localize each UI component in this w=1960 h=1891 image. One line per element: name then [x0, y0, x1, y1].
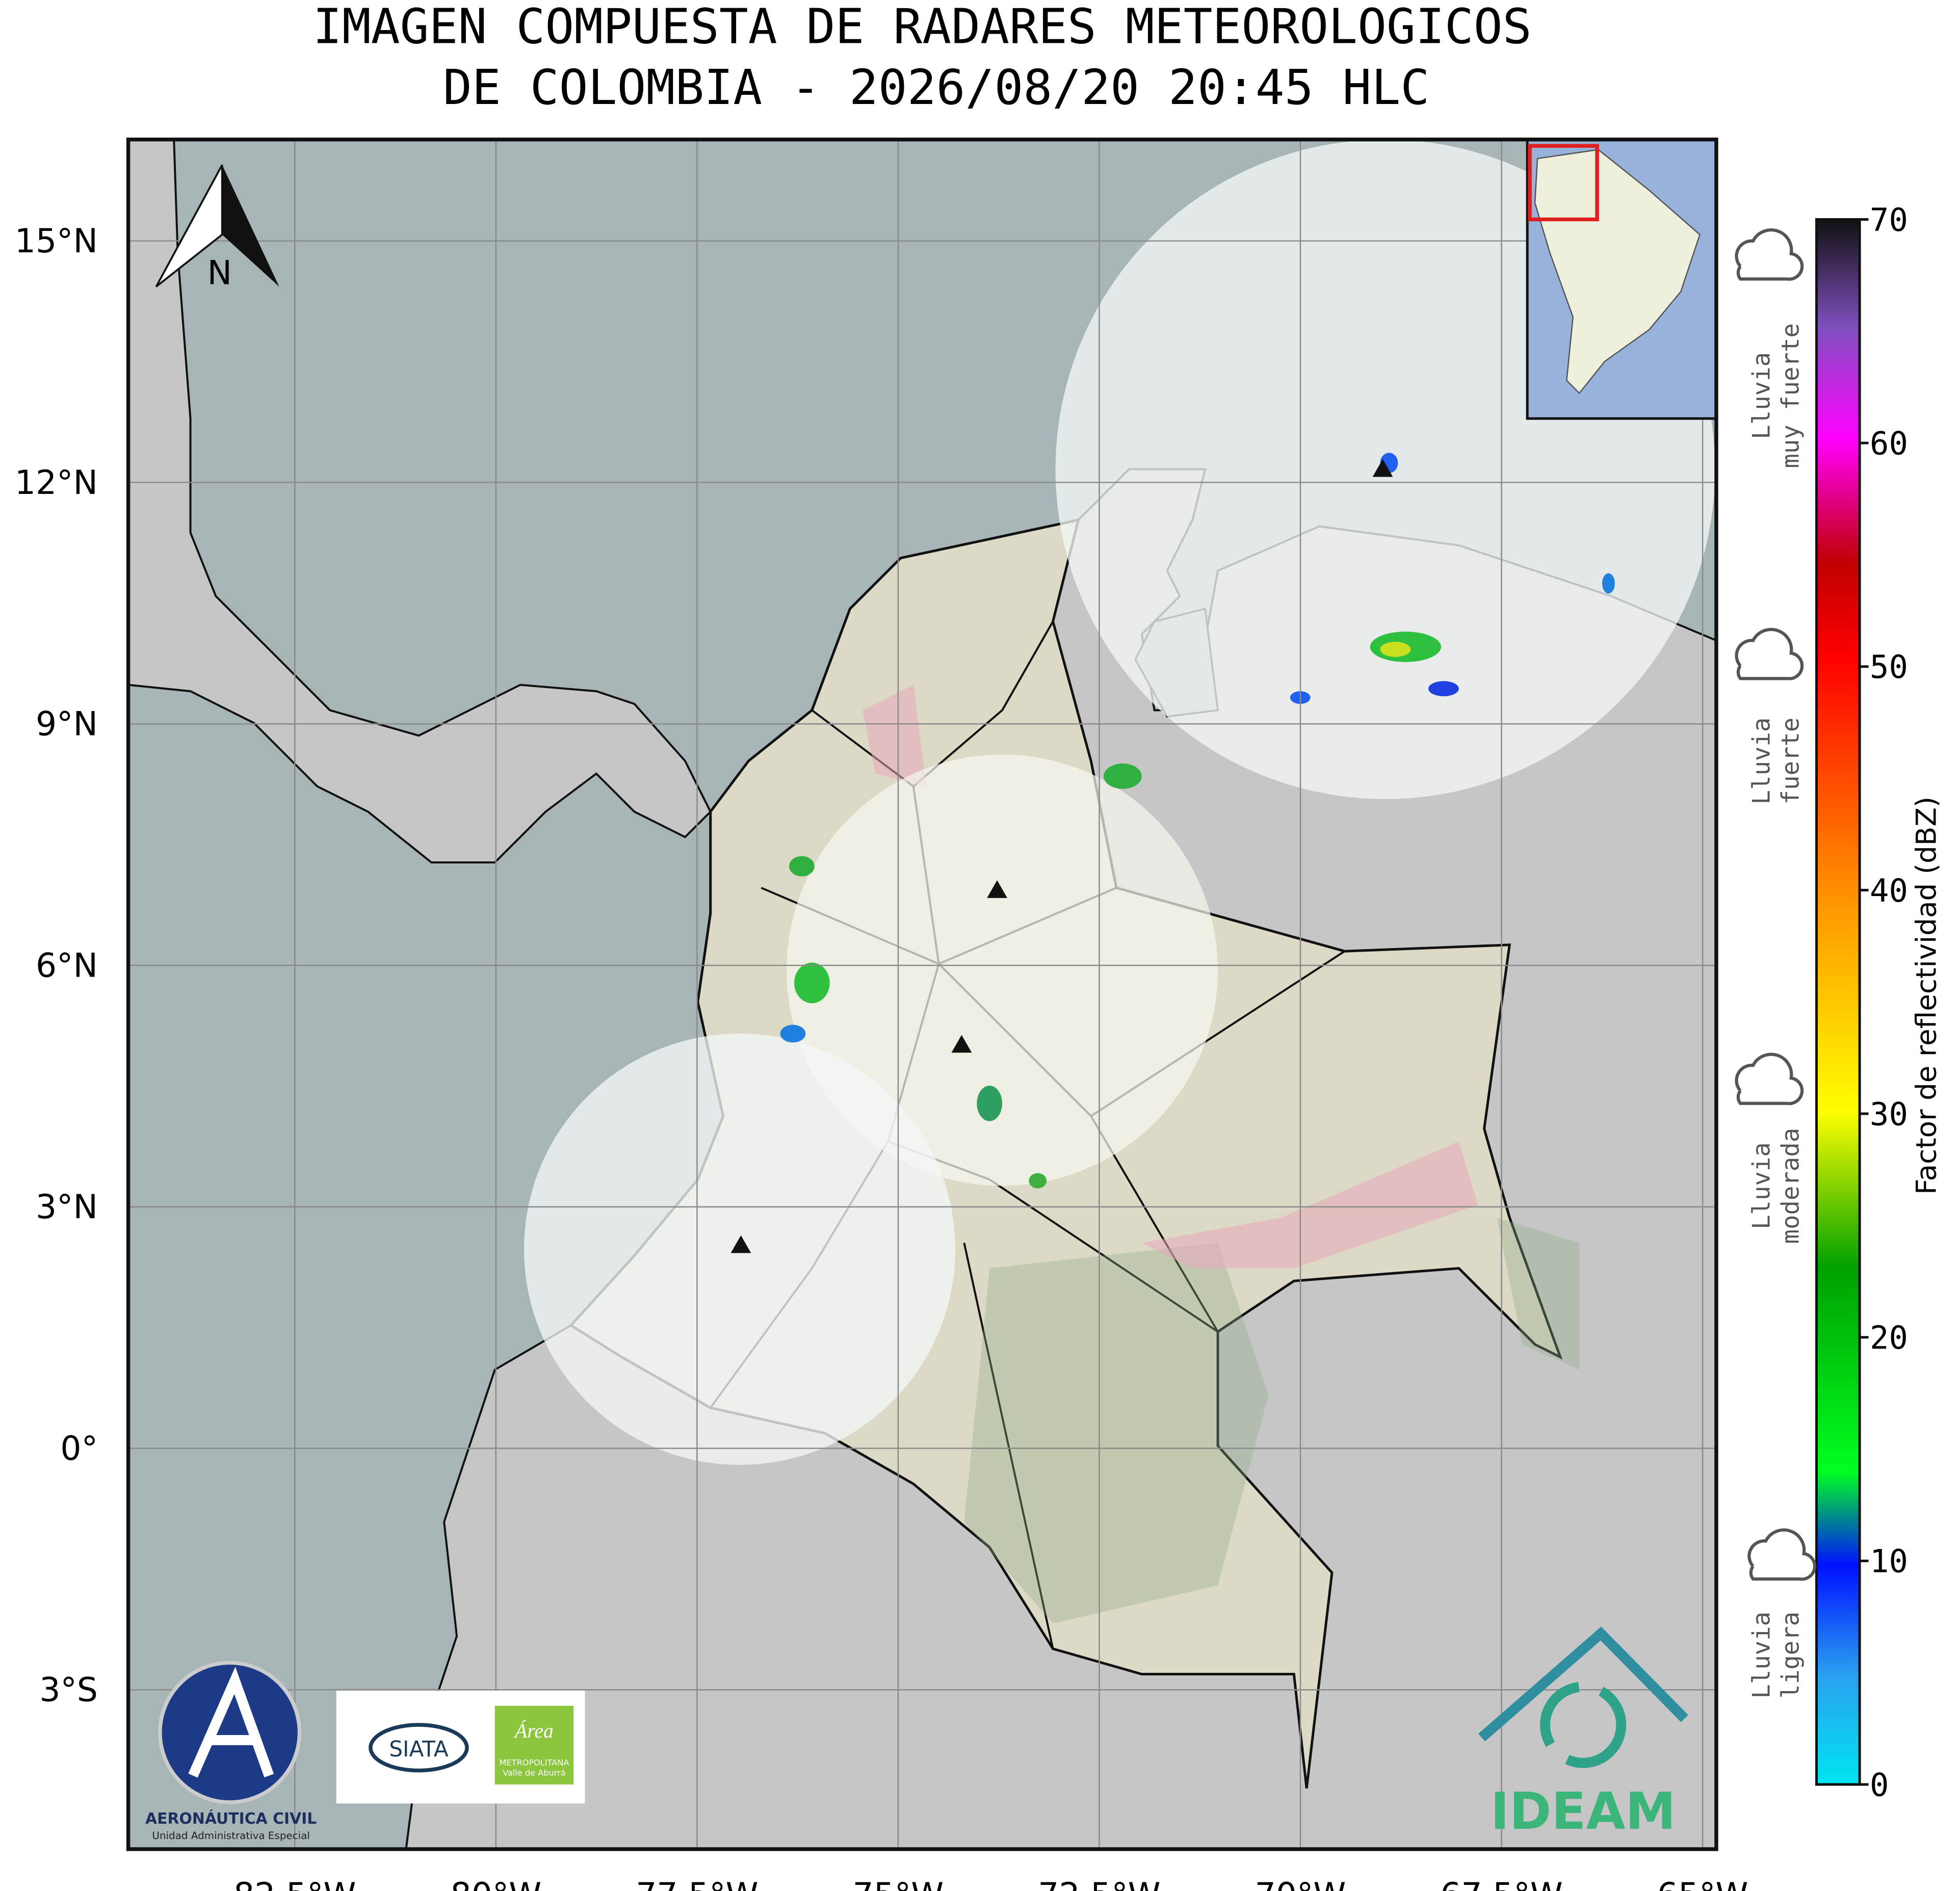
area-name: Área — [513, 1720, 554, 1742]
north-label: N — [207, 254, 232, 292]
x-tick-label: 65°W — [1657, 1876, 1748, 1891]
ideam-logo — [1478, 1626, 1688, 1742]
pink-areas — [863, 685, 1478, 1269]
map-frame — [126, 137, 1718, 1851]
forest-areas — [964, 1217, 1580, 1623]
y-tick-label: 6°N — [36, 947, 98, 985]
colorbar-tick-label: 50 — [1870, 648, 1908, 686]
grid — [128, 139, 1716, 1849]
x-tick-label: 67.5°W — [1440, 1876, 1562, 1891]
inset-extent — [1528, 144, 1599, 222]
x-tick-label: 80°W — [451, 1876, 542, 1891]
x-tick-label: 75°W — [853, 1876, 944, 1891]
rain-level-label: fuerte — [1777, 718, 1805, 805]
y-tick-label: 15°N — [15, 222, 98, 260]
colorbar-tick-label: 60 — [1870, 425, 1908, 462]
x-tick-label: 82.5°W — [233, 1876, 356, 1891]
radar-coverage — [787, 754, 1218, 1186]
y-tick-label: 9°N — [36, 705, 98, 744]
inset-land — [1534, 149, 1701, 395]
radar-echoes — [780, 453, 1615, 1189]
north-arrow — [222, 165, 279, 287]
y-tick-label: 12°N — [15, 464, 98, 502]
colorbar — [1815, 218, 1861, 1786]
siata-logo — [369, 1723, 469, 1773]
rain-level-label: ligera — [1777, 1612, 1805, 1699]
radar-sites — [730, 459, 1393, 1253]
y-tick-label: 3°N — [36, 1188, 98, 1226]
rain-level-label: Lluvia — [1747, 1142, 1775, 1229]
rain-level-label: moderada — [1777, 1128, 1805, 1244]
rain-icons — [1735, 228, 1817, 1581]
area-subtitle: METROPOLITANA — [499, 1758, 569, 1768]
colorbar-tick-label: 10 — [1870, 1543, 1908, 1580]
rain-level-label: muy fuerte — [1777, 323, 1805, 468]
colorbar-tick-label: 40 — [1870, 872, 1908, 909]
aerocivil-name: AERONÁUTICA CIVIL — [145, 1809, 317, 1828]
y-tick-label: 0° — [60, 1430, 98, 1468]
x-tick-label: 77.5°W — [636, 1876, 758, 1891]
rain-level-label: Lluvia — [1747, 1612, 1775, 1699]
rain-level-label: Lluvia — [1747, 718, 1775, 805]
siata-name: SIATA — [389, 1737, 449, 1762]
aerocivil-subtitle: Unidad Administrativa Especial — [152, 1830, 309, 1842]
x-tick-label: 70°W — [1255, 1876, 1346, 1891]
ideam-logo — [1540, 1682, 1627, 1768]
colorbar-tick-label: 0 — [1870, 1766, 1889, 1803]
colorbar-tick-label: 70 — [1870, 201, 1908, 239]
y-tick-label: 3°S — [39, 1671, 98, 1710]
colorbar-tick-label: 20 — [1870, 1319, 1908, 1356]
colorbar-label: Factor de reflectividad (dBZ) — [1910, 797, 1942, 1195]
area-subtitle: Valle de Aburrá — [503, 1768, 566, 1778]
area-logo — [494, 1705, 574, 1784]
colorbar-tick-label: 30 — [1870, 1095, 1908, 1133]
title-line: IMAGEN COMPUESTA DE RADARES METEOROLOGIC… — [313, 0, 1532, 55]
ideam-name: IDEAM — [1491, 1782, 1676, 1841]
rain-level-label: Lluvia — [1747, 352, 1775, 439]
central-america — [128, 139, 712, 864]
map-area: N AERONÁUTICA CIVIL Unidad Administrativ… — [128, 139, 1716, 1849]
x-tick-label: 72.5°W — [1038, 1876, 1160, 1891]
aerocivil-logo — [188, 1667, 274, 1778]
title-line: DE COLOMBIA - 2026/08/20 20:45 HLC — [443, 60, 1429, 116]
